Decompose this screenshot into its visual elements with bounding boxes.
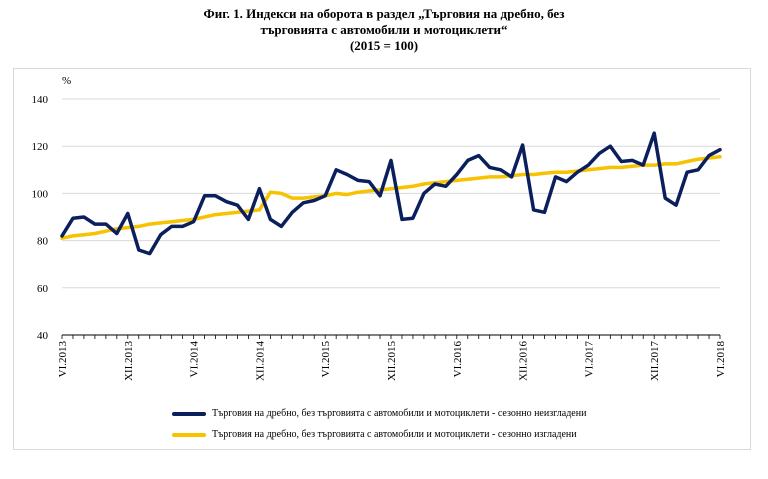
series-lines xyxy=(60,131,722,256)
legend-swatch-adjusted xyxy=(172,432,206,437)
y-axis-unit-label: % xyxy=(62,75,71,87)
x-tick-label: VI.2017 xyxy=(583,341,595,378)
y-tick-label: 100 xyxy=(32,188,49,200)
y-tick-label: 140 xyxy=(32,94,49,106)
x-tick-label: XII.2016 xyxy=(518,341,530,382)
legend-item-adjusted: Търговия на дребно, без търговията с авт… xyxy=(172,424,586,445)
chart-title-line-1: Фиг. 1. Индекси на оборота в раздел „Тър… xyxy=(203,6,565,21)
x-tick-label: XII.2014 xyxy=(254,341,266,382)
series-line-adjusted xyxy=(60,155,722,240)
legend-label-unadjusted: Търговия на дребно, без търговията с авт… xyxy=(212,408,587,419)
y-tick-label: 120 xyxy=(32,141,49,153)
chart-title-line-3: (2015 = 100) xyxy=(349,38,419,53)
x-tick-label: VI.2018 xyxy=(715,341,727,378)
x-tick-label: XII.2013 xyxy=(123,341,135,382)
x-tick-label: XII.2015 xyxy=(386,341,398,382)
y-gridlines xyxy=(62,98,720,289)
legend-item-unadjusted: Търговия на дребно, без търговията с авт… xyxy=(172,403,586,424)
x-axis-tick-labels: VI.2013 XII.2013 VI.2014 XII.2014 VI.2015 XII… xyxy=(57,341,727,382)
chart-frame xyxy=(13,68,751,450)
legend-label-adjusted: Търговия на дребно, без търговията с авт… xyxy=(212,429,577,440)
chart-title-line-2: търговията с автомобили и мотоциклети“ xyxy=(260,22,508,37)
x-tick-label: XII.2017 xyxy=(649,341,661,382)
y-tick-label: 60 xyxy=(37,283,49,295)
chart-title: Фиг. 1. Индекси на оборота в раздел „Тър… xyxy=(0,6,768,54)
x-tick-label: VI.2016 xyxy=(452,341,464,378)
legend-swatch-unadjusted xyxy=(172,411,206,416)
y-tick-label: 80 xyxy=(37,236,49,248)
series-line-unadjusted xyxy=(60,131,722,256)
y-axis-tick-labels: 40 60 80 100 120 140 xyxy=(32,94,49,342)
x-tick-label: VI.2015 xyxy=(320,341,332,378)
x-tick-label: VI.2013 xyxy=(57,341,69,378)
legend: Търговия на дребно, без търговията с авт… xyxy=(172,403,586,445)
x-axis xyxy=(61,334,721,339)
y-tick-label: 40 xyxy=(37,330,49,342)
x-tick-label: VI.2014 xyxy=(189,341,201,378)
